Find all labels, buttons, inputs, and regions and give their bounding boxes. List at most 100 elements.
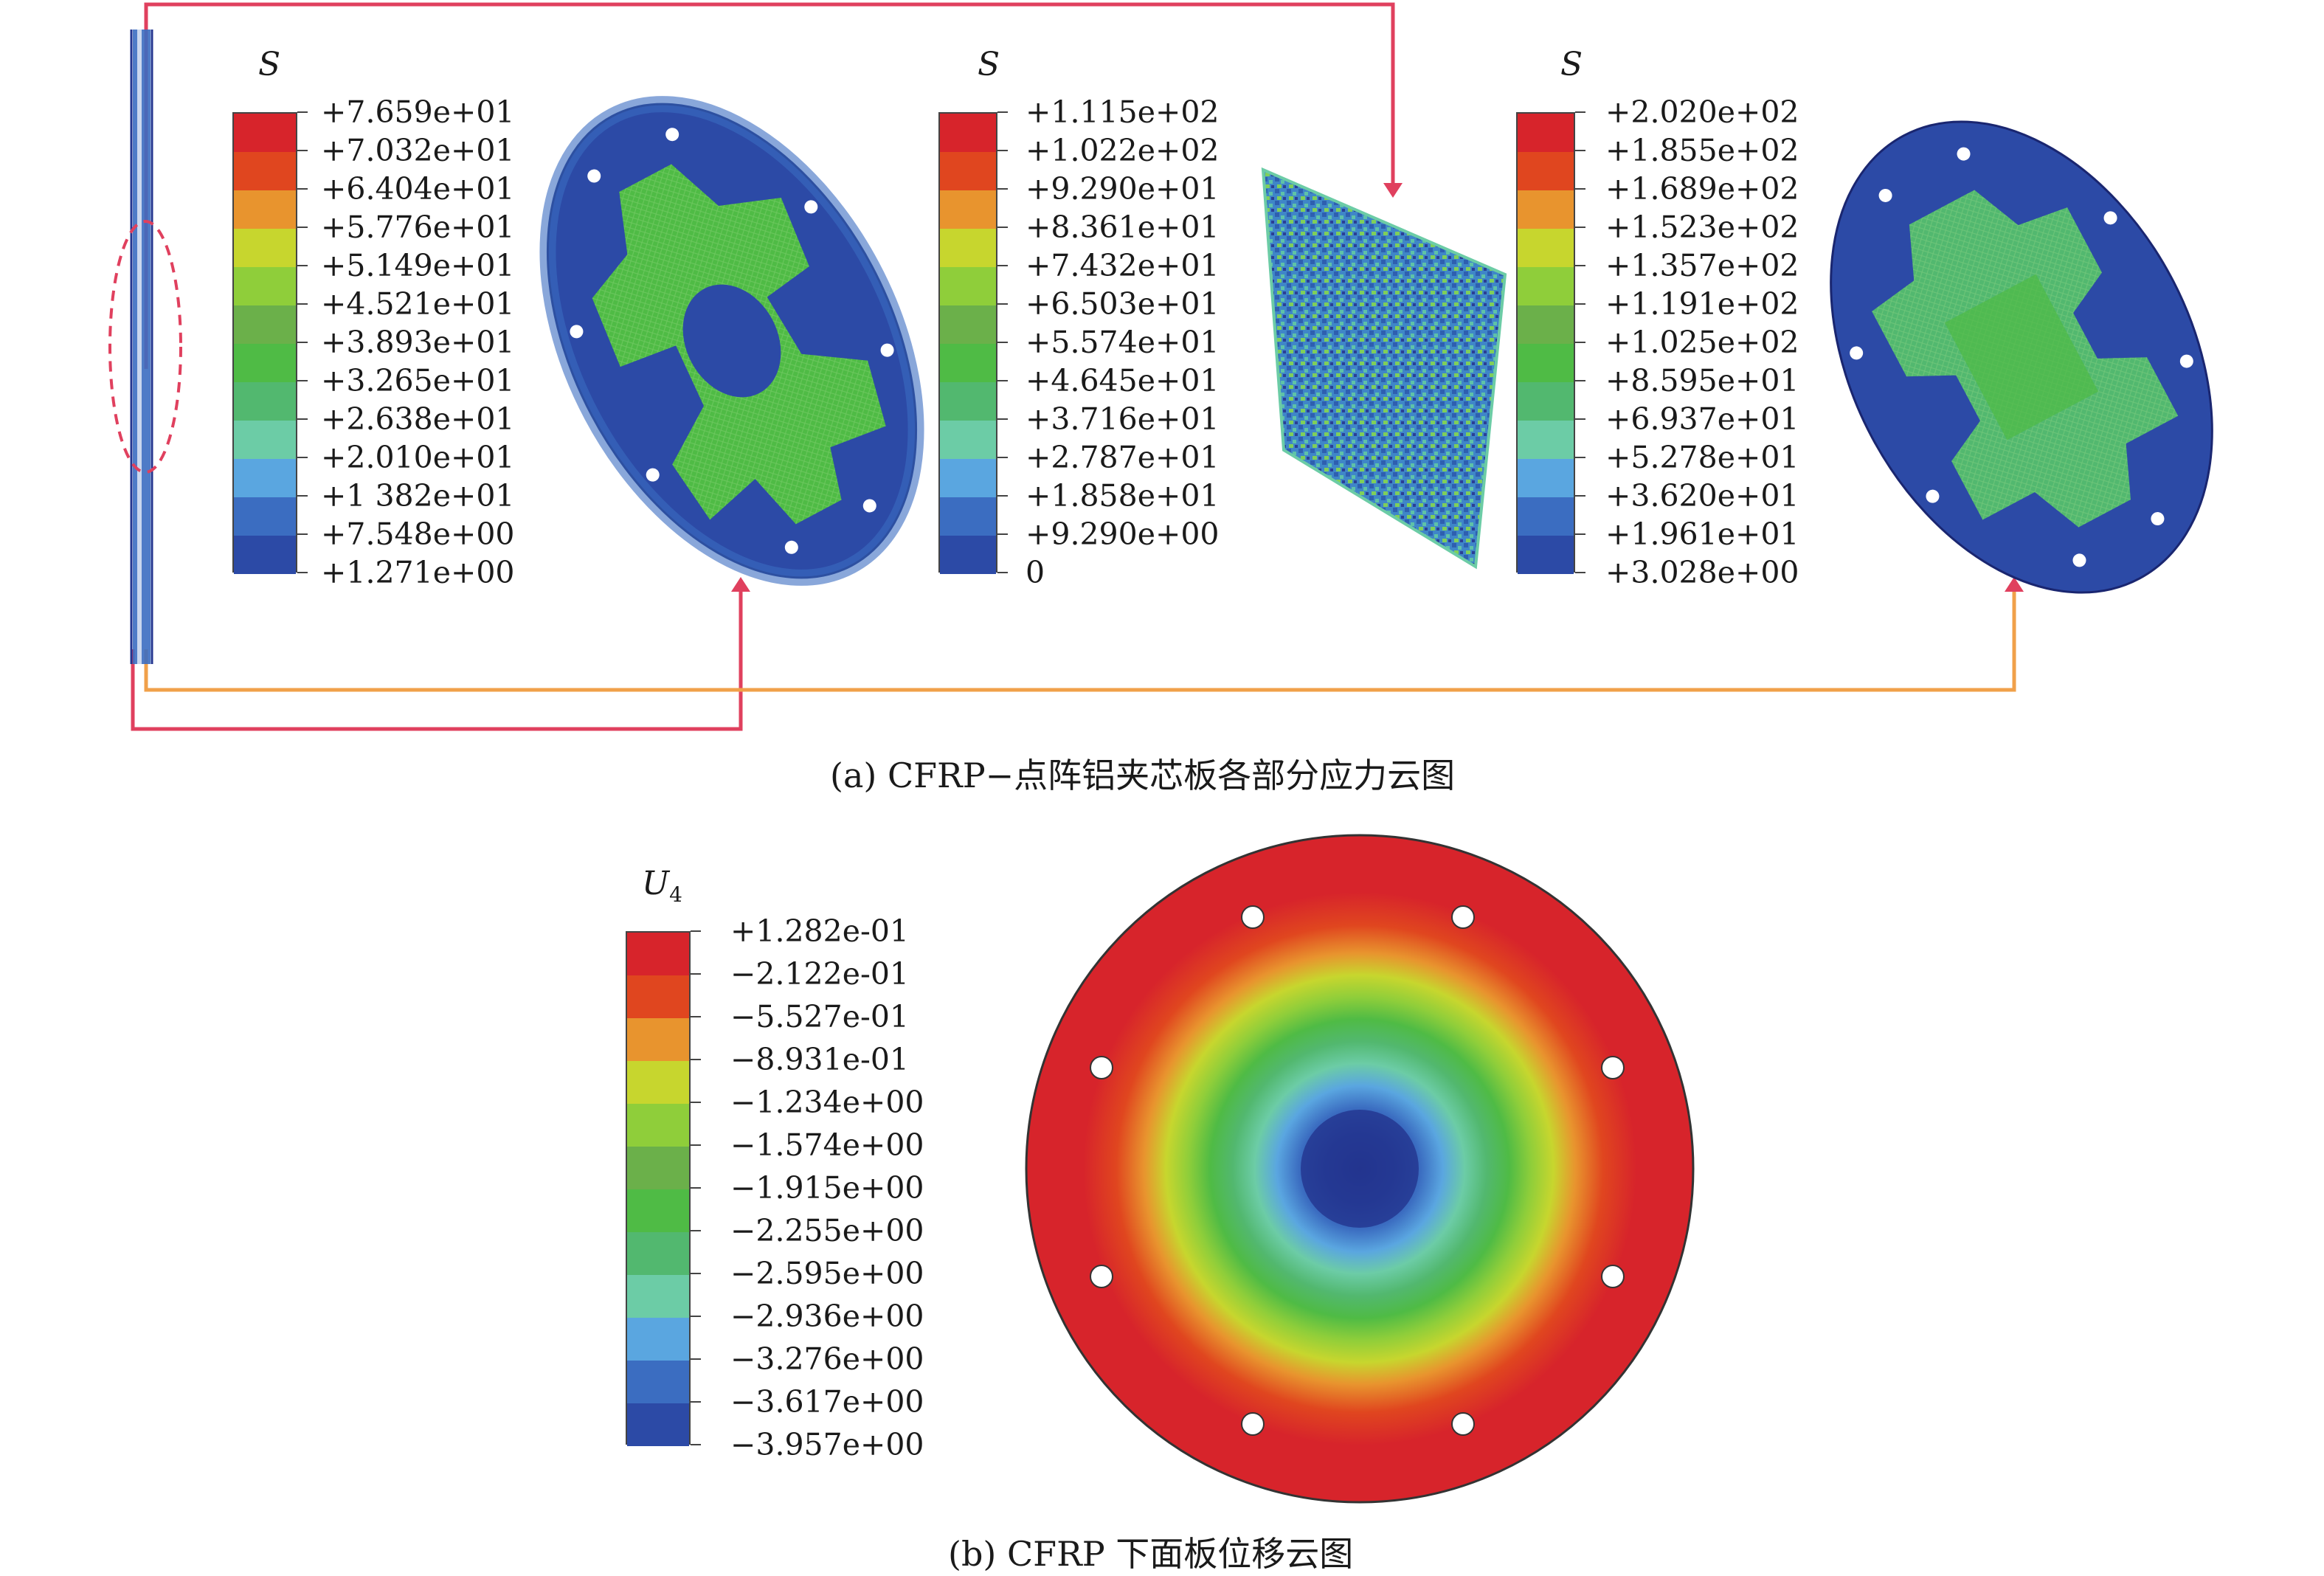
legend-tick <box>297 303 308 305</box>
legend-label: +3.028e+00 <box>1605 555 1799 590</box>
legend-label: +3.893e+01 <box>321 325 515 360</box>
color-swatch <box>1518 536 1574 574</box>
legend-tick <box>997 572 1008 573</box>
color-swatch <box>1518 190 1574 229</box>
color-swatch <box>627 1104 689 1147</box>
legend-tick <box>1575 533 1585 535</box>
legend-label: +3.716e+01 <box>1026 401 1220 437</box>
legend-label: +1.858e+01 <box>1026 478 1220 514</box>
legend-label: −2.595e+00 <box>730 1256 924 1291</box>
color-swatch <box>1518 267 1574 305</box>
legend-tick <box>997 533 1008 535</box>
legend-tick <box>997 265 1008 266</box>
legend-tick <box>297 188 308 190</box>
legend-tick <box>997 457 1008 458</box>
color-swatch <box>940 267 996 305</box>
legend-tick <box>997 188 1008 190</box>
legend-label: +8.361e+01 <box>1026 210 1220 245</box>
connector-bottom-to-plate1 <box>131 590 743 731</box>
color-swatch <box>940 536 996 574</box>
legend-tick <box>997 418 1008 420</box>
color-swatch <box>1518 497 1574 536</box>
legend-tick <box>691 1316 701 1317</box>
legend-label: +2.638e+01 <box>321 401 515 437</box>
color-swatch <box>940 421 996 459</box>
legend-label: +6.937e+01 <box>1605 401 1799 437</box>
legend-label: +2.010e+01 <box>321 440 515 475</box>
legend-tick <box>297 457 308 458</box>
legend-label: −2.255e+00 <box>730 1213 924 1248</box>
connector-bottom-to-plate2 <box>144 590 2016 692</box>
color-swatch <box>627 975 689 1018</box>
color-swatch <box>234 152 296 190</box>
legend-label: +1.357e+02 <box>1605 248 1799 283</box>
legend-tick <box>691 1059 701 1060</box>
legend-label: −2.936e+00 <box>730 1299 924 1334</box>
legend-tick <box>297 265 308 266</box>
legend-tick <box>691 1144 701 1146</box>
legend-label: +1.282e-01 <box>730 913 910 949</box>
legend-label: +3.265e+01 <box>321 363 515 398</box>
legend-tick <box>691 1102 701 1103</box>
legend-tick <box>1575 495 1585 497</box>
legend-tick <box>297 342 308 343</box>
legend-label: +7.432e+01 <box>1026 248 1220 283</box>
legend-label: +1 382e+01 <box>321 478 515 514</box>
color-swatch <box>234 344 296 382</box>
legend-b-color-bar <box>626 931 691 1446</box>
color-swatch <box>1518 305 1574 344</box>
legend-tick <box>691 1273 701 1274</box>
legend-tick <box>997 342 1008 343</box>
color-swatch <box>940 459 996 497</box>
color-swatch <box>940 344 996 382</box>
legend-tick <box>1575 150 1585 151</box>
legend-label: −3.276e+00 <box>730 1341 924 1377</box>
color-swatch <box>940 382 996 421</box>
legend-tick <box>297 150 308 151</box>
legend-a2-color-bar <box>938 112 997 574</box>
legend-tick <box>297 572 308 573</box>
legend-a2-title: S <box>978 46 1000 83</box>
legend-label: −3.617e+00 <box>730 1384 924 1420</box>
legend-tick <box>1575 227 1585 228</box>
color-swatch <box>234 536 296 574</box>
stress-plate-1 <box>539 96 924 586</box>
color-swatch <box>627 1018 689 1061</box>
legend-label: +1.689e+02 <box>1605 171 1799 207</box>
legend-b-title-text: U <box>642 865 670 902</box>
color-swatch <box>940 229 996 267</box>
color-swatch <box>1518 229 1574 267</box>
legend-tick <box>691 973 701 975</box>
legend-tick <box>997 111 1008 113</box>
legend-tick <box>1575 111 1585 113</box>
legend-tick <box>1575 418 1585 420</box>
legend-tick <box>1575 188 1585 190</box>
legend-label: +1.271e+00 <box>321 555 515 590</box>
color-swatch <box>234 305 296 344</box>
legend-a3-color-bar <box>1516 112 1575 574</box>
legend-label: +1.961e+01 <box>1605 516 1799 552</box>
legend-tick <box>1575 342 1585 343</box>
color-swatch <box>1518 459 1574 497</box>
color-swatch <box>627 1361 689 1403</box>
side-view-highlight <box>108 220 182 474</box>
legend-label: +1.115e+02 <box>1026 94 1220 130</box>
legend-a2-title-text: S <box>978 46 1000 83</box>
color-swatch <box>940 305 996 344</box>
color-swatch <box>1518 114 1574 152</box>
arrowhead-core <box>1383 183 1403 198</box>
color-swatch <box>234 114 296 152</box>
legend-label: +5.149e+01 <box>321 248 515 283</box>
color-swatch <box>627 933 689 975</box>
legend-label: +7.548e+00 <box>321 516 515 552</box>
legend-b-title-sub: 4 <box>669 882 682 907</box>
legend-label: 0 <box>1026 555 1045 590</box>
legend-label: +4.521e+01 <box>321 286 515 322</box>
legend-b-title: U4 <box>642 865 682 907</box>
legend-tick <box>691 1401 701 1403</box>
legend-label: +4.645e+01 <box>1026 363 1220 398</box>
color-swatch <box>627 1275 689 1318</box>
legend-label: +2.787e+01 <box>1026 440 1220 475</box>
color-swatch <box>940 114 996 152</box>
